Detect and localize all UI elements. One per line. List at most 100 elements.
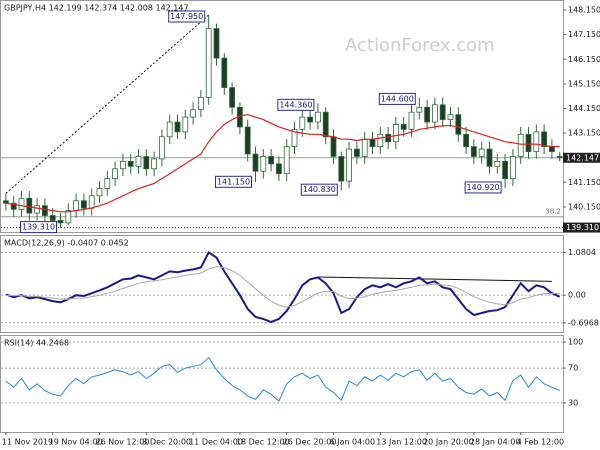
candle-body	[283, 146, 290, 175]
candle-body	[353, 148, 360, 157]
candle-body	[455, 114, 462, 135]
x-tick-label: 13 Jan 12:00	[376, 438, 427, 447]
candle-body	[104, 178, 111, 189]
callout-box	[168, 10, 206, 23]
candle-body	[42, 205, 48, 216]
callout-label: 141.150	[217, 177, 250, 186]
price-tag	[563, 152, 600, 163]
y-tick-label: 30	[568, 398, 578, 407]
candle-body	[533, 131, 540, 152]
y-tick-label: 148.150	[568, 6, 600, 15]
candle-body	[502, 160, 509, 180]
candle-body	[158, 136, 165, 160]
candle-body	[221, 57, 228, 88]
series-line	[5, 356, 560, 403]
candle-body	[26, 197, 33, 214]
candle-body	[49, 215, 56, 221]
candle-body	[291, 129, 298, 148]
series-line	[5, 266, 560, 308]
fib-label: 38.2	[545, 208, 561, 216]
callout-box	[378, 92, 416, 105]
candle-body	[127, 160, 134, 167]
candle-body	[268, 156, 275, 165]
candle-body	[361, 138, 368, 157]
candle-body	[470, 146, 477, 157]
candle-body	[65, 210, 72, 224]
panel-title: RSI(14) 44.2468	[4, 339, 69, 348]
callout-label: 139.310	[22, 223, 55, 232]
trendline	[317, 276, 552, 282]
candle-body	[143, 156, 150, 170]
y-tick-label: -0.6968	[568, 318, 599, 327]
callout-label: 140.830	[303, 185, 336, 194]
candle-body	[338, 156, 345, 182]
y-tick-label: 145.150	[568, 79, 600, 88]
callout-box	[300, 183, 338, 196]
candle-body	[439, 104, 446, 120]
candle-body	[549, 146, 555, 152]
x-tick-label: 28 Jan 04:00	[470, 438, 521, 447]
candle-body	[307, 116, 314, 123]
x-tick-label: 18 Dec 12:00	[236, 438, 290, 447]
callout-box	[277, 98, 315, 111]
candle-body	[190, 109, 197, 118]
candle-body	[447, 114, 454, 120]
candle-body	[424, 106, 431, 123]
series-line	[5, 250, 561, 324]
candle-body	[112, 168, 118, 180]
candle-body	[369, 138, 376, 148]
candle-body	[463, 133, 470, 148]
panel-frame	[0, 335, 564, 433]
callout-label: 140.920	[467, 183, 500, 192]
x-tick-label: 11 Nov 2019	[2, 438, 53, 447]
candle-body	[120, 160, 126, 170]
x-tick-label: 3 Dec 20:00	[142, 438, 191, 447]
candle-body	[275, 163, 282, 175]
callout-label: 147.950	[170, 12, 203, 21]
candle-body	[213, 28, 220, 59]
candle-body	[392, 124, 399, 143]
price-tag-label: 139.310	[566, 223, 599, 232]
candle-body	[57, 220, 64, 224]
candle-body	[330, 136, 337, 157]
panel-title: GBPJPY,H4 142.199 142.374 142.008 142.14…	[4, 4, 189, 13]
candle-body	[197, 97, 204, 111]
candle-body	[34, 205, 40, 214]
y-tick-label: 140.150	[568, 202, 600, 211]
candle-body	[244, 126, 251, 155]
candle-body	[431, 104, 438, 123]
panel-frame	[0, 0, 564, 233]
candle-body	[252, 153, 259, 172]
y-tick-label: 144.150	[568, 104, 600, 113]
price-tag	[563, 222, 600, 233]
candle-body	[556, 156, 563, 159]
candle-body	[151, 158, 158, 170]
candle-body	[166, 121, 173, 138]
candle-body	[314, 111, 321, 123]
candle-body	[73, 200, 79, 211]
candle-body	[10, 202, 17, 210]
candle-body	[346, 148, 353, 182]
candle-body	[174, 121, 181, 133]
candle-body	[478, 148, 485, 157]
candle-body	[18, 197, 25, 210]
candle-body	[408, 111, 415, 130]
y-tick-label: 70	[568, 364, 578, 373]
candle-body	[299, 116, 306, 130]
candle-body	[322, 111, 329, 138]
candle-body	[3, 200, 9, 204]
callout-box	[215, 175, 252, 188]
candle-body	[96, 188, 103, 197]
y-tick-label: 147.150	[568, 30, 600, 39]
candle-body	[81, 200, 87, 209]
callout-label: 144.360	[279, 100, 312, 109]
candle-body	[229, 87, 236, 108]
candle-body	[205, 28, 212, 98]
candle-body	[486, 148, 493, 167]
callout-label: 144.600	[381, 94, 414, 103]
panel-title: MACD(12,26,9) -0.0407 0.0452	[4, 239, 129, 248]
watermark: ActionForex.com	[345, 35, 495, 56]
trendline	[5, 14, 210, 194]
y-tick-label: 100	[568, 337, 583, 346]
candle-body	[517, 133, 524, 157]
